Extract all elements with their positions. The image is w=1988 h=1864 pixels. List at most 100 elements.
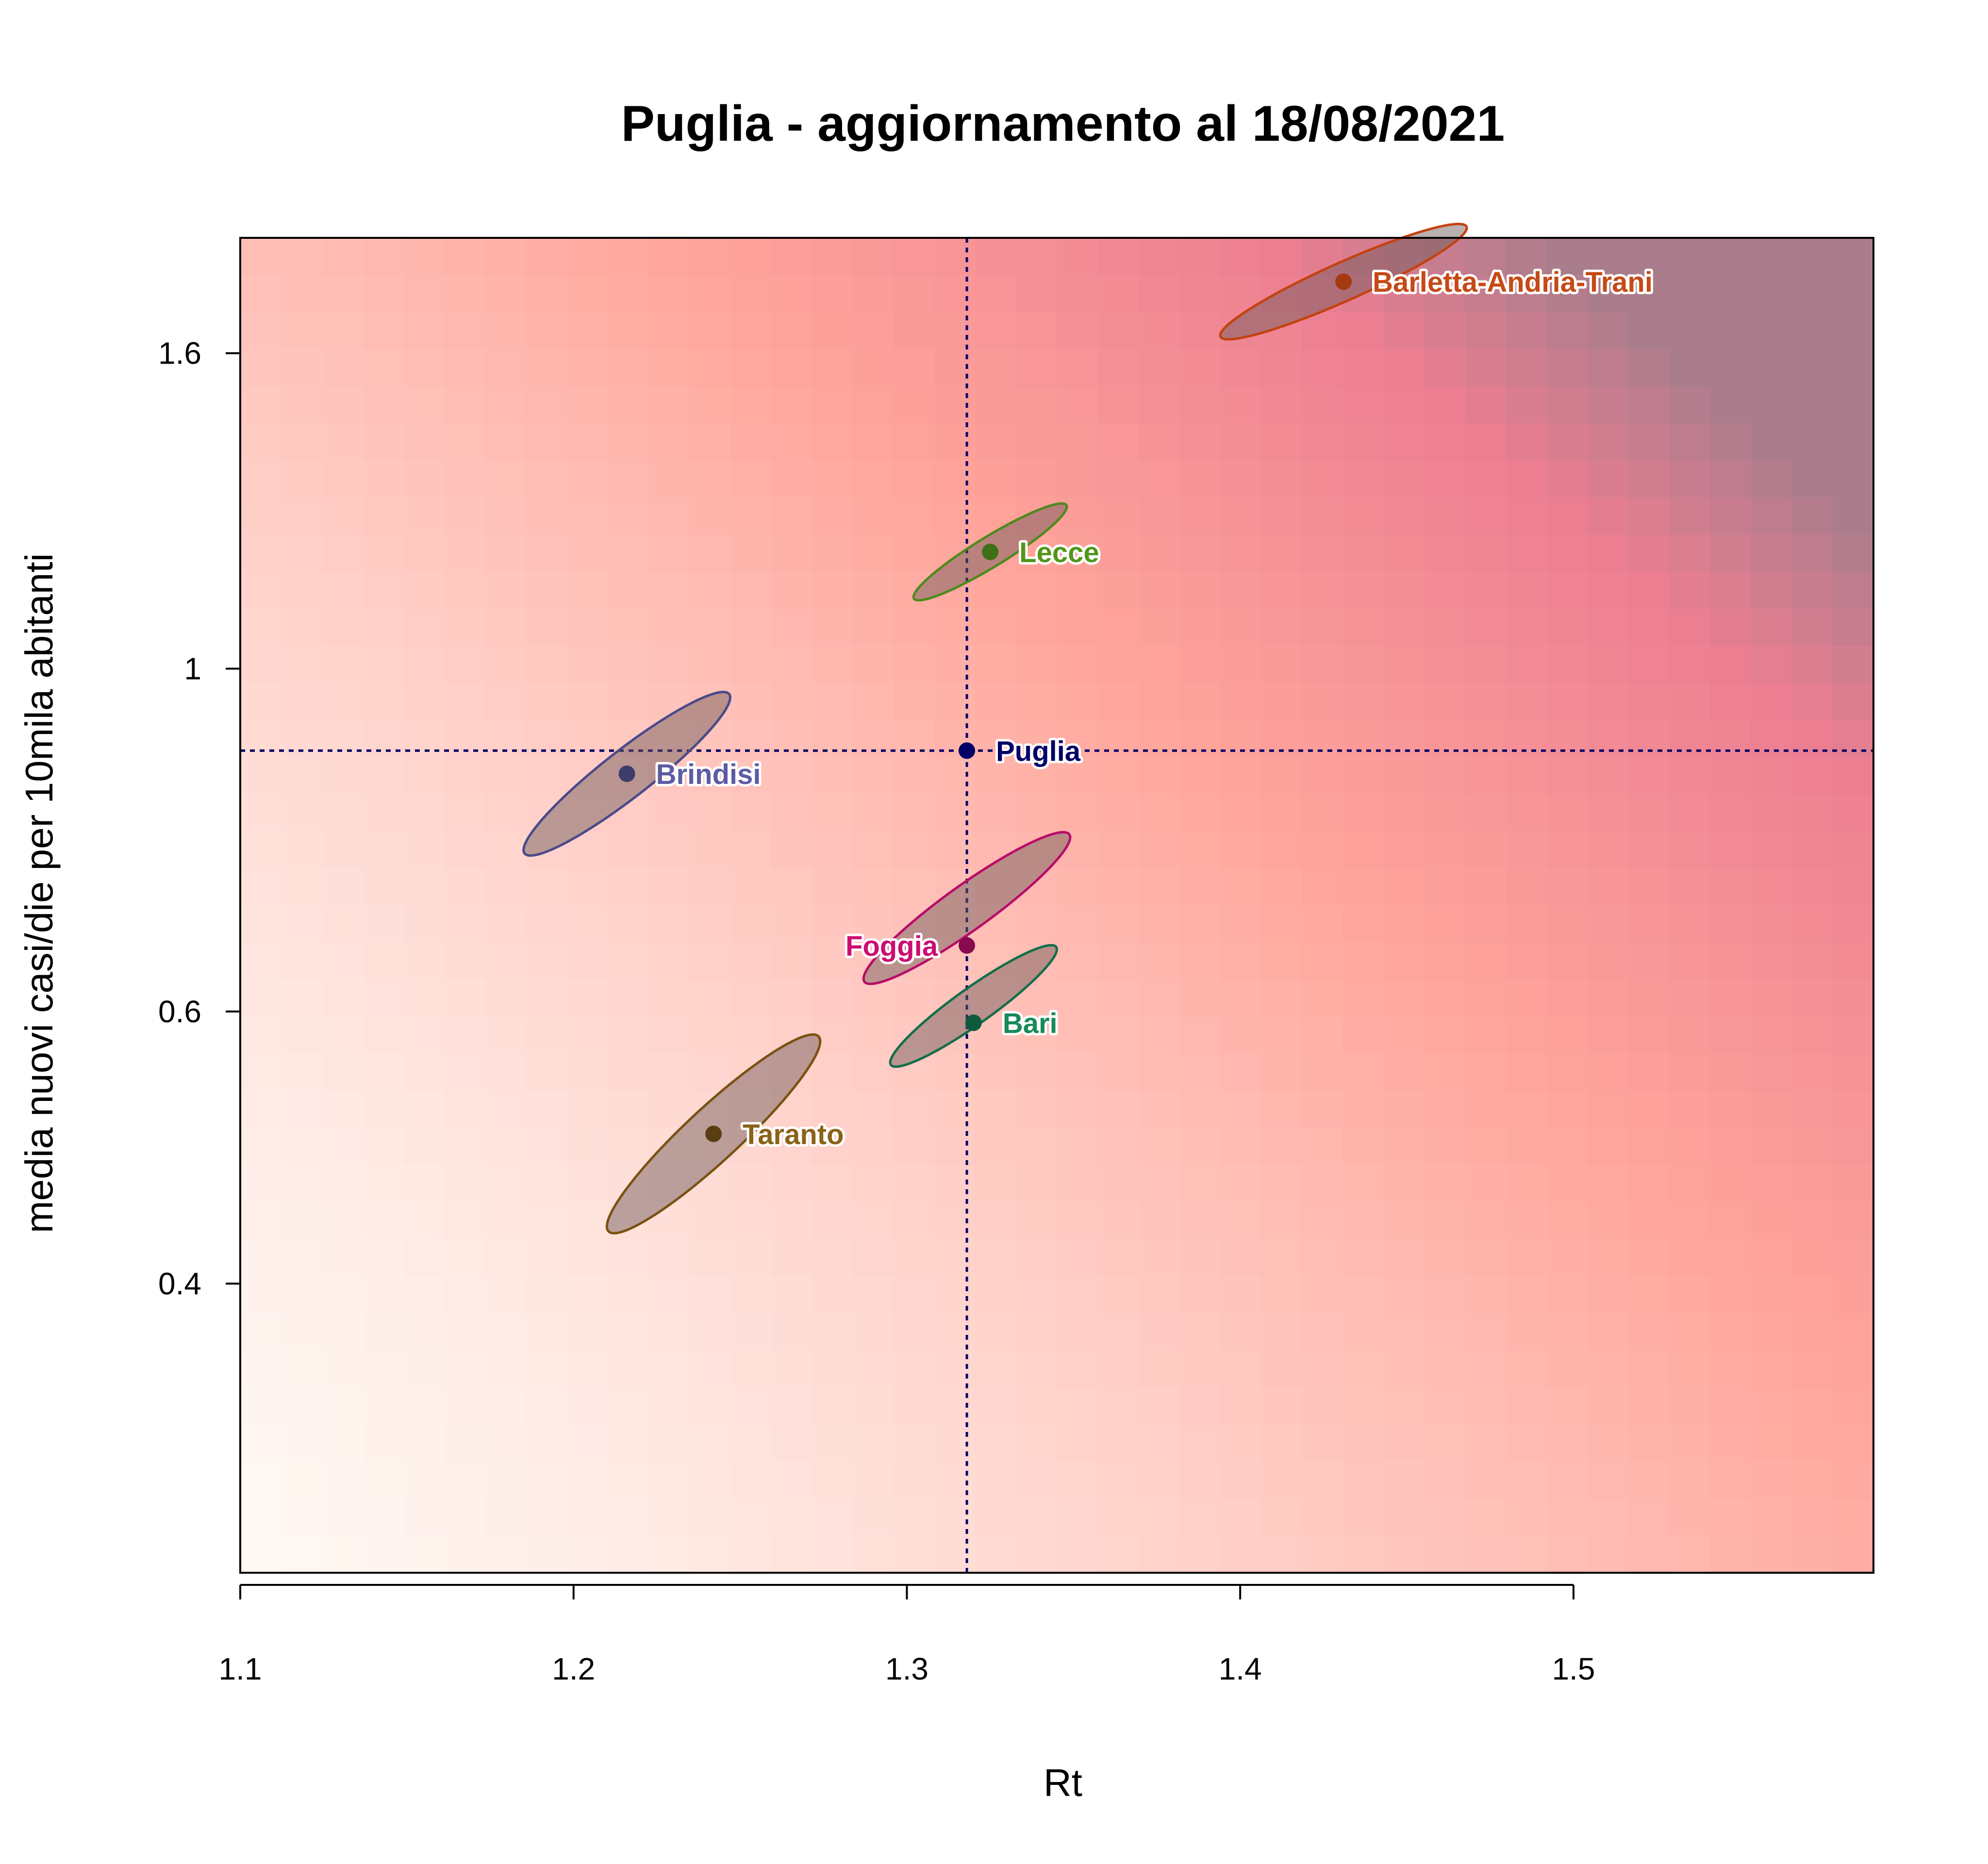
heat-cell <box>1016 608 1058 647</box>
heat-cell <box>1097 757 1139 795</box>
heat-cell <box>934 1202 976 1240</box>
heat-cell <box>1588 868 1629 906</box>
heat-cell <box>281 1313 323 1351</box>
heat-cell <box>812 831 853 869</box>
heat-cell <box>1261 1090 1303 1129</box>
heat-cell <box>1710 646 1752 683</box>
heat-cell <box>1138 1239 1180 1277</box>
heat-cell <box>240 1350 282 1388</box>
heat-cell <box>1057 534 1098 572</box>
heat-cell <box>1179 942 1221 980</box>
heat-cell <box>730 757 772 795</box>
heat-cell <box>771 794 812 832</box>
heat-cell <box>1179 831 1221 869</box>
heat-cell <box>608 534 649 572</box>
heat-cell <box>1710 1128 1752 1165</box>
heat-cell <box>852 497 894 535</box>
heat-cell <box>730 571 772 609</box>
heat-cell <box>1220 1387 1262 1425</box>
heat-cell <box>1710 1053 1752 1091</box>
heat-cell <box>240 1239 282 1277</box>
y-tick-label: 1.6 <box>158 336 201 371</box>
heat-cell <box>240 942 282 980</box>
heat-cell <box>403 275 445 313</box>
heat-cell <box>1588 757 1629 795</box>
heat-cell <box>608 1239 649 1277</box>
heat-cell <box>894 1313 935 1351</box>
heat-cell <box>363 942 404 980</box>
heat-cell <box>1465 720 1507 758</box>
heat-cell <box>403 794 445 832</box>
heat-cell <box>444 238 486 276</box>
heat-cell <box>730 1387 772 1425</box>
heat-cell <box>812 1165 853 1203</box>
heat-cell <box>567 497 609 535</box>
heat-cell <box>1465 1498 1507 1536</box>
heat-cell <box>1791 868 1833 906</box>
heat-cell <box>852 1350 894 1388</box>
heat-cell <box>1832 1498 1874 1536</box>
heat-cell <box>1710 1202 1752 1240</box>
heat-cell <box>1261 1053 1303 1091</box>
heat-cell <box>526 757 567 795</box>
heat-cell <box>1220 312 1262 350</box>
heat-cell <box>1220 497 1262 535</box>
heat-cell <box>485 1016 527 1054</box>
heat-cell <box>1832 423 1874 461</box>
heat-cell <box>771 275 812 313</box>
heat-cell <box>1424 1535 1466 1573</box>
heat-cell <box>1588 682 1629 721</box>
heat-cell <box>852 794 894 832</box>
heat-cell <box>485 646 527 683</box>
heat-cell <box>281 1276 323 1314</box>
heat-cell <box>1016 349 1058 387</box>
heat-cell <box>1791 1016 1833 1054</box>
heat-cell <box>1342 386 1384 424</box>
heat-cell <box>1302 349 1343 387</box>
heat-cell <box>444 1535 486 1573</box>
heat-cell <box>1383 1535 1425 1573</box>
heat-cell <box>1057 1313 1098 1351</box>
heat-cell <box>608 1016 649 1054</box>
heat-cell <box>1588 979 1629 1017</box>
heat-cell <box>1383 831 1425 869</box>
heat-cell <box>975 1202 1017 1240</box>
heat-cell <box>1547 1535 1589 1573</box>
heat-cell <box>975 1424 1017 1462</box>
heat-cell <box>444 1387 486 1425</box>
heat-cell <box>403 1239 445 1277</box>
heat-cell <box>1179 460 1221 498</box>
heat-cell <box>1465 275 1507 313</box>
heat-cell <box>1669 1535 1711 1573</box>
heat-cell <box>1179 275 1221 313</box>
heat-cell <box>1138 1053 1180 1091</box>
heat-cell <box>322 1424 364 1462</box>
heat-cell <box>730 423 772 461</box>
heat-cell <box>1220 942 1262 980</box>
heat-cell <box>689 831 731 869</box>
heat-cell <box>1710 608 1752 647</box>
heat-cell <box>1791 423 1833 461</box>
heat-cell <box>1832 794 1874 832</box>
heat-cell <box>1016 1053 1058 1091</box>
heat-cell <box>1261 275 1303 313</box>
heat-cell <box>403 423 445 461</box>
heat-cell <box>1791 238 1833 276</box>
heat-cell <box>1097 423 1139 461</box>
heat-cell <box>567 1128 609 1165</box>
heat-cell <box>1097 1276 1139 1314</box>
heat-cell <box>1832 868 1874 906</box>
heat-cell <box>1383 979 1425 1017</box>
heat-cell <box>1261 794 1303 832</box>
heat-cell <box>1057 608 1098 647</box>
heat-cell <box>1669 831 1711 869</box>
heat-cell <box>1751 460 1792 498</box>
heat-cell <box>1751 571 1792 609</box>
heat-cell <box>1832 1202 1874 1240</box>
heat-cell <box>567 460 609 498</box>
heat-cell <box>1097 905 1139 943</box>
heat-cell <box>1220 571 1262 609</box>
heat-cell <box>1016 571 1058 609</box>
heat-cell <box>1016 1165 1058 1203</box>
heat-cell <box>1097 942 1139 980</box>
